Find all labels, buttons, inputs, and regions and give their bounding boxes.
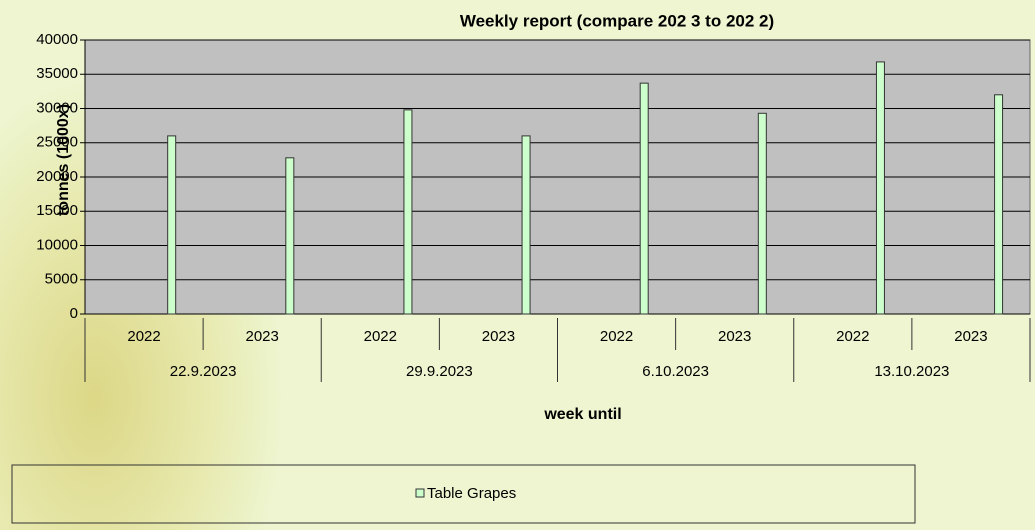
bar [758,113,766,314]
x-axis-label: week until [543,406,621,423]
y-tick-label: 25000 [36,134,78,151]
bar [286,158,294,314]
x-tick-label: 2022 [364,328,397,345]
x-tick-label: 2022 [127,328,160,345]
chart-title: Weekly report (compare 202 3 to 202 2) [460,11,774,30]
x-tick-label: 2022 [600,328,633,345]
legend-swatch [416,489,424,497]
y-tick-label: 0 [70,305,78,322]
group-label: 29.9.2023 [406,363,473,380]
bar [995,95,1003,314]
legend-label: Table Grapes [427,485,516,502]
y-tick-label: 30000 [36,99,78,116]
y-tick-label: 10000 [36,236,78,253]
bar [404,110,412,314]
chart: Weekly report (compare 202 3 to 202 2) t… [0,0,1035,530]
x-tick-label: 2023 [482,328,515,345]
y-axis-label: tonnes (1000x) [55,104,72,216]
y-tick-label: 40000 [36,31,78,48]
x-tick-label: 2022 [836,328,869,345]
y-tick-label: 5000 [45,271,78,288]
bar [168,136,176,314]
bar [522,136,530,314]
x-tick-label: 2023 [718,328,751,345]
group-label: 6.10.2023 [642,363,709,380]
x-tick-label: 2023 [246,328,279,345]
group-label: 22.9.2023 [170,363,237,380]
bar [876,62,884,314]
y-tick-label: 35000 [36,65,78,82]
y-tick-label: 20000 [36,168,78,185]
bar [640,83,648,314]
group-label: 13.10.2023 [874,363,949,380]
y-tick-label: 15000 [36,202,78,219]
x-tick-label: 2023 [954,328,987,345]
